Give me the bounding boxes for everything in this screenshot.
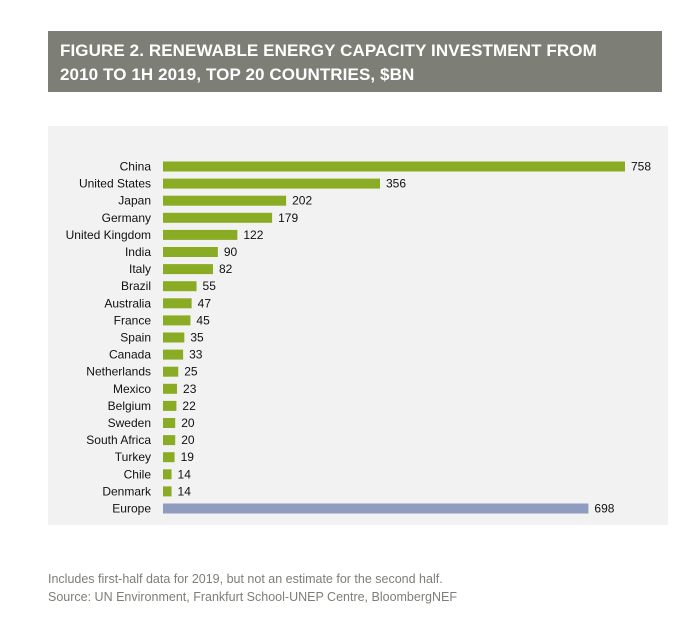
category-label: Germany [102, 211, 151, 225]
data-label: 758 [631, 160, 651, 174]
bar-france [163, 315, 191, 326]
category-label: Brazil [121, 279, 151, 293]
category-label: Netherlands [86, 365, 151, 379]
category-label: Mexico [113, 382, 151, 396]
data-label: 45 [196, 313, 210, 327]
data-label: 14 [178, 484, 192, 498]
data-label: 82 [219, 262, 233, 276]
data-label: 55 [203, 279, 217, 293]
category-label: India [125, 245, 151, 259]
data-label: 179 [278, 211, 298, 225]
bar-australia [163, 298, 192, 309]
bar-chart: China 758 United States 356 Japan 202 Germany 1… [66, 160, 652, 516]
data-label: 202 [292, 194, 312, 208]
data-label: 22 [182, 399, 196, 413]
data-label: 122 [243, 228, 263, 242]
bar-europe [163, 503, 589, 514]
data-label: 47 [198, 296, 212, 310]
category-label: Denmark [102, 484, 152, 498]
category-label: Canada [109, 348, 151, 362]
category-label: China [120, 160, 152, 174]
bar-mexico [163, 383, 178, 394]
figure-title: FIGURE 2. RENEWABLE ENERGY CAPACITY INVE… [60, 39, 650, 87]
category-label: Belgium [108, 399, 151, 413]
category-label: France [114, 313, 152, 327]
bar-belgium [163, 400, 177, 411]
bar-germany [163, 212, 273, 223]
data-label: 20 [181, 416, 195, 430]
bar-italy [163, 264, 213, 275]
data-label: 20 [181, 433, 195, 447]
bar-china [163, 161, 625, 172]
bar-united-states [163, 178, 380, 189]
category-label: Australia [104, 296, 151, 310]
figure-title-line-2: 2010 TO 1H 2019, TOP 20 COUNTRIES, $BN [60, 65, 415, 84]
footer-note: Includes first-half data for 2019, but n… [48, 572, 443, 586]
category-label: United States [79, 177, 151, 191]
category-label: Japan [118, 194, 151, 208]
data-label: 19 [181, 450, 195, 464]
data-label: 356 [386, 177, 406, 191]
bar-india [163, 247, 218, 257]
bar-denmark [163, 486, 172, 497]
data-label: 698 [594, 502, 614, 516]
category-label: South Africa [86, 433, 151, 447]
data-label: 33 [189, 348, 203, 362]
data-label: 35 [190, 331, 204, 345]
category-label: Turkey [115, 450, 151, 464]
data-label: 14 [178, 467, 192, 481]
footer-source: Source: UN Environment, Frankfurt School… [48, 590, 457, 604]
data-label: 90 [224, 245, 238, 259]
category-label: Spain [120, 331, 151, 345]
data-label: 25 [184, 365, 198, 379]
bar-brazil [163, 281, 197, 292]
data-label: 23 [183, 382, 197, 396]
category-label: United Kingdom [66, 228, 151, 242]
bar-chile [163, 469, 172, 480]
category-label: Sweden [108, 416, 151, 430]
category-label: Europe [112, 502, 151, 516]
bar-united-kingdom [163, 229, 238, 240]
figure-footer: Includes first-half data for 2019, but n… [48, 570, 668, 606]
bar-south-africa [163, 435, 176, 446]
bar-canada [163, 349, 184, 360]
chart-panel: China 758 United States 356 Japan 202 Germany 1… [48, 126, 668, 525]
bar-turkey [163, 452, 175, 463]
figure-title-band: FIGURE 2. RENEWABLE ENERGY CAPACITY INVE… [48, 31, 662, 92]
figure-title-line-1: FIGURE 2. RENEWABLE ENERGY CAPACITY INVE… [60, 41, 597, 60]
bar-netherlands [163, 366, 179, 377]
bar-spain [163, 332, 185, 343]
bar-sweden [163, 418, 176, 428]
category-label: Chile [124, 467, 152, 481]
bar-japan [163, 195, 287, 206]
category-label: Italy [129, 262, 151, 276]
